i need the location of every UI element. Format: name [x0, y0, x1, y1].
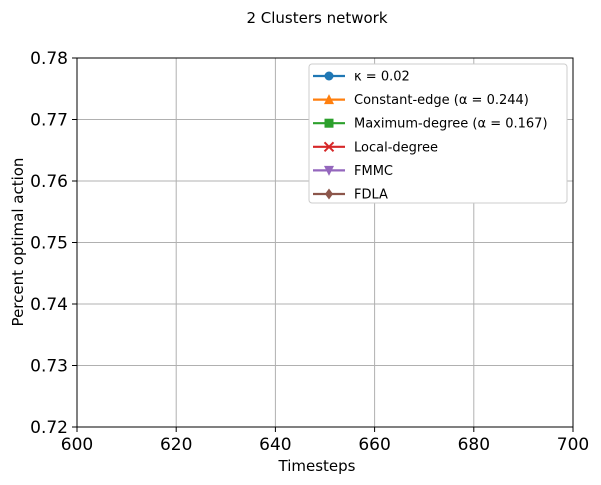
- legend-entry: κ = 0.02: [313, 70, 410, 85]
- legend-label: FDLA: [354, 188, 388, 203]
- x-axis: 600 620 640 660 680 700: [61, 427, 589, 455]
- y-tick-label: 0.73: [30, 357, 68, 377]
- y-axis: 0.72 0.73 0.74 0.75 0.76 0.77 0.78: [30, 49, 77, 438]
- legend-label: Constant-edge (α = 0.244): [354, 93, 529, 108]
- y-tick-label: 0.74: [30, 295, 68, 315]
- legend-marker-circle: [324, 71, 334, 81]
- legend-marker-triangle-down: [324, 165, 334, 176]
- legend-entry: Constant-edge (α = 0.244): [313, 93, 529, 108]
- legend-label: κ = 0.02: [354, 70, 410, 85]
- legend-marker-triangle-up: [324, 94, 334, 105]
- y-tick-label: 0.77: [30, 111, 68, 131]
- legend-entry: Maximum-degree (α = 0.167): [313, 117, 548, 132]
- legend-entry: FDLA: [313, 188, 388, 203]
- legend-label: Local-degree: [354, 140, 438, 155]
- x-tick-label: 640: [259, 435, 291, 455]
- legend-box: [308, 63, 568, 204]
- x-axis-label: Timesteps: [278, 457, 356, 475]
- y-tick-label: 0.72: [30, 418, 68, 438]
- x-tick-label: 660: [358, 435, 390, 455]
- chart-title: 2 Clusters network: [246, 9, 387, 27]
- x-tick-label: 700: [557, 435, 589, 455]
- y-axis-label: Percent optimal action: [9, 158, 27, 327]
- x-tick-label: 680: [458, 435, 490, 455]
- legend-marker-x: [323, 141, 335, 153]
- x-tick-label: 620: [160, 435, 192, 455]
- legend-entry: FMMC: [313, 164, 393, 179]
- y-tick-label: 0.76: [30, 172, 68, 192]
- legend-label: Maximum-degree (α = 0.167): [354, 117, 548, 132]
- y-tick-label: 0.75: [30, 234, 68, 254]
- legend: κ = 0.02 Constant-edge (α = 0.244) Maximum…: [308, 63, 568, 204]
- legend-entry: Local-degree: [313, 140, 438, 155]
- legend-marker-square: [324, 118, 334, 128]
- y-tick-label: 0.78: [30, 49, 68, 69]
- x-tick-label: 600: [61, 435, 93, 455]
- legend-marker-diamond: [325, 188, 333, 200]
- legend-label: FMMC: [354, 164, 393, 179]
